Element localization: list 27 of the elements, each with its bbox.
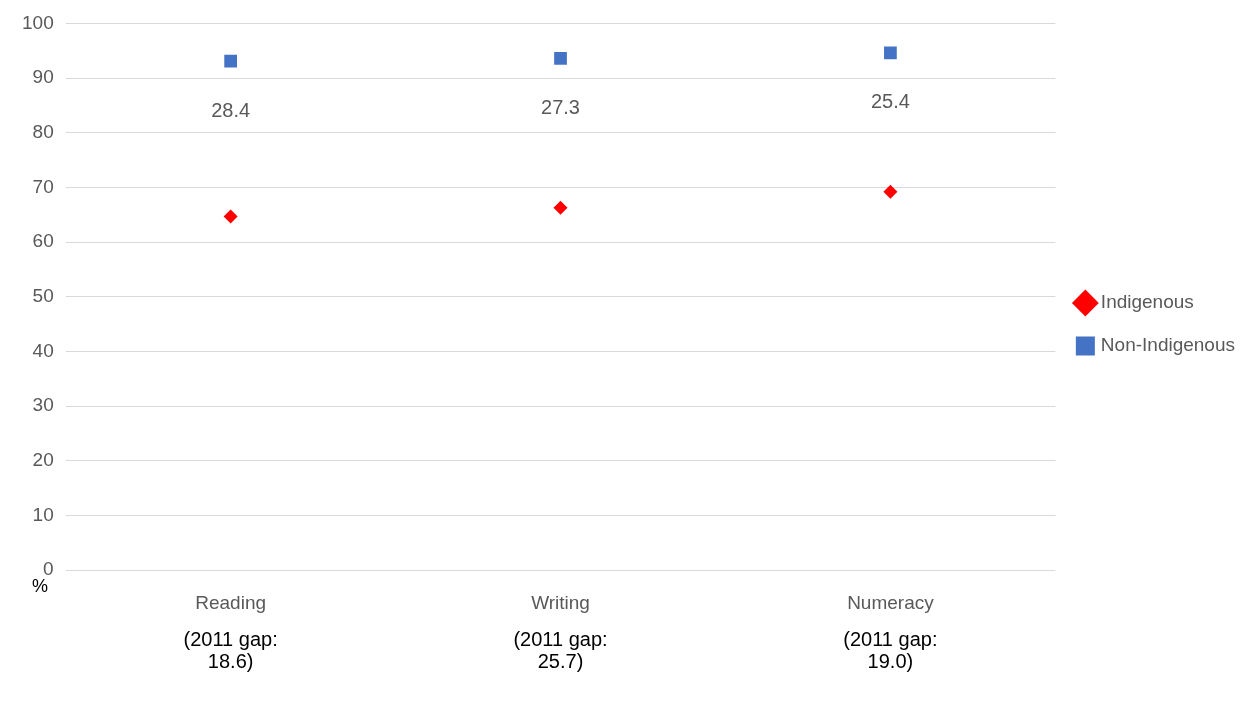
y-tick-label: 40: [32, 339, 54, 361]
point: [883, 184, 898, 199]
point: [884, 46, 897, 60]
y-tick-label: 70: [32, 175, 54, 197]
y-tick-label: 50: [32, 285, 54, 307]
legend-label: Indigenous: [1100, 291, 1194, 313]
y-tick-label: 30: [32, 394, 54, 416]
point: [554, 52, 567, 65]
annotation: 28.4: [211, 98, 251, 121]
text: (2011 gap: 25.7): [513, 627, 608, 672]
y-tick-label: 90: [32, 66, 54, 88]
point: [224, 54, 238, 68]
x-tick-label: Writing: [531, 591, 590, 613]
legend-label: Non-Indigenous: [1100, 334, 1236, 356]
y-tick-label: 20: [32, 449, 54, 471]
annotation: 27.3: [541, 95, 580, 118]
text: (2011 gap: 19.0): [843, 627, 938, 672]
y-tick-label: 10: [32, 503, 54, 525]
annotation: 25.4: [870, 90, 910, 113]
y-tick-label: 100: [22, 11, 54, 33]
x-tick-label: Reading: [195, 591, 267, 613]
text: (2011 gap: 18.6): [183, 627, 278, 672]
point: [553, 200, 568, 215]
point: [223, 209, 238, 224]
x-tick-label: Numeracy: [847, 591, 935, 613]
y-tick-label: 60: [32, 230, 54, 252]
y-tick-label: 80: [32, 120, 54, 142]
